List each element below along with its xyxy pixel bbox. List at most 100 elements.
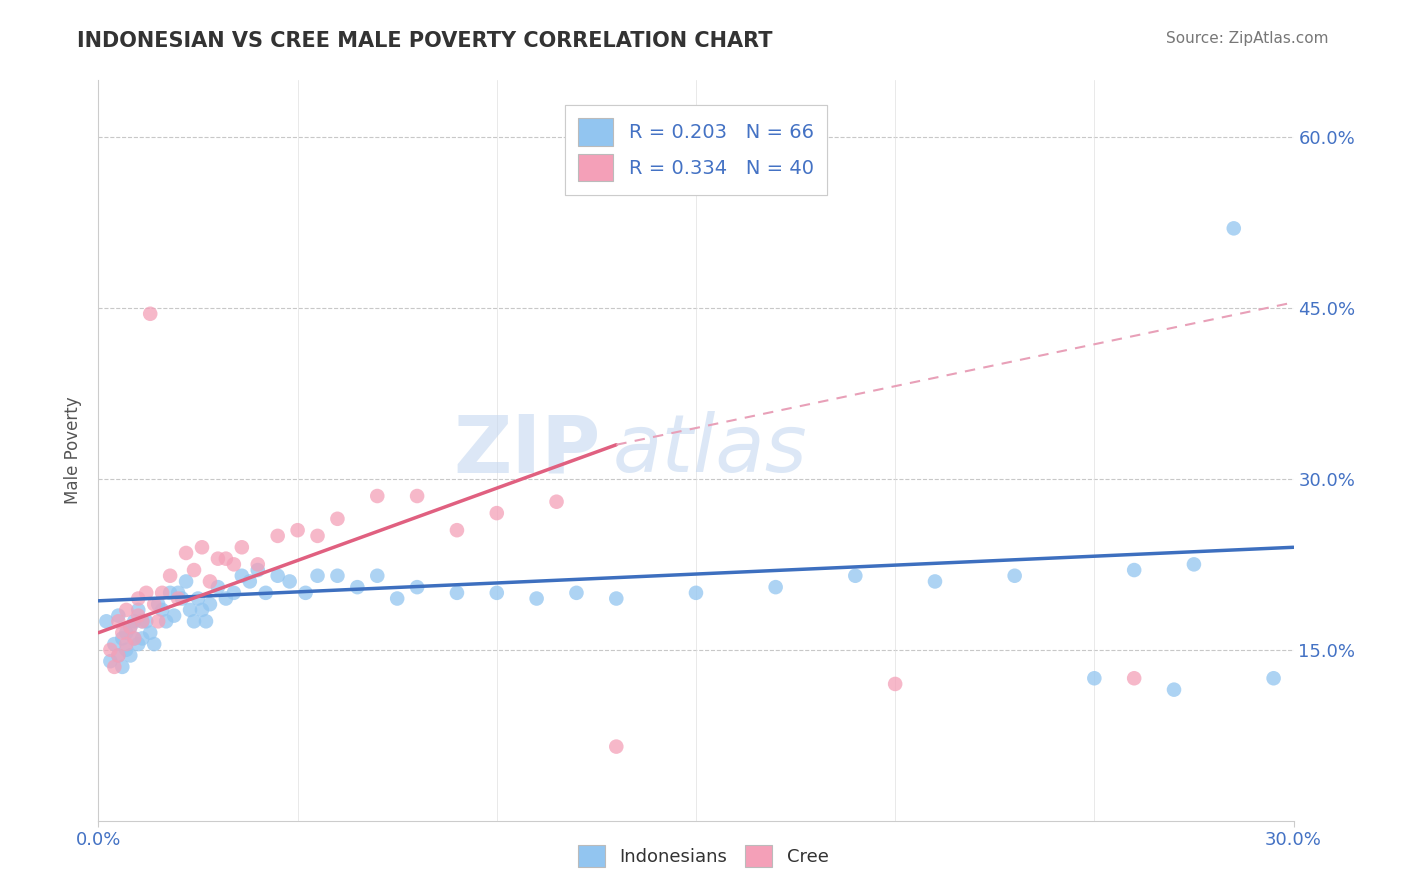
Point [191, 603, 214, 617]
Legend: R = 0.203   N = 66, R = 0.334   N = 40: R = 0.203 N = 66, R = 0.334 N = 40 [565, 104, 827, 194]
Legend: Indonesians, Cree: Indonesians, Cree [571, 838, 835, 874]
Point [924, 574, 946, 589]
Point [326, 512, 349, 526]
Point [605, 739, 627, 754]
Point [111, 632, 134, 646]
Point [107, 648, 129, 663]
Point [198, 574, 221, 589]
Point [115, 625, 138, 640]
Point [96, 615, 118, 629]
Point [131, 615, 153, 629]
Point [222, 586, 245, 600]
Point [159, 586, 181, 600]
Text: INDONESIAN VS CREE MALE POVERTY CORRELATION CHART: INDONESIAN VS CREE MALE POVERTY CORRELAT… [77, 31, 773, 51]
Point [103, 637, 125, 651]
Point [127, 591, 149, 606]
Point [183, 615, 205, 629]
Text: ZIP: ZIP [453, 411, 600, 490]
Point [267, 529, 290, 543]
Point [239, 574, 262, 589]
Point [278, 574, 301, 589]
Point [485, 586, 508, 600]
Point [287, 523, 309, 537]
Point [254, 586, 277, 600]
Point [111, 660, 134, 674]
Point [135, 615, 157, 629]
Point [143, 597, 166, 611]
Point [174, 546, 197, 560]
Point [844, 568, 866, 582]
Point [1004, 568, 1026, 582]
Point [187, 591, 209, 606]
Point [231, 568, 253, 582]
Point [307, 529, 329, 543]
Point [198, 597, 221, 611]
Point [98, 654, 122, 668]
Point [127, 603, 149, 617]
Point [115, 642, 138, 657]
Point [150, 603, 173, 617]
Point [326, 568, 349, 582]
Point [366, 568, 388, 582]
Point [546, 494, 568, 508]
Point [406, 580, 429, 594]
Point [246, 558, 269, 572]
Point [155, 615, 177, 629]
Point [366, 489, 388, 503]
Point [120, 620, 142, 634]
Point [103, 660, 125, 674]
Point [150, 586, 173, 600]
Point [267, 568, 290, 582]
Point [565, 586, 588, 600]
Point [446, 523, 468, 537]
Point [884, 677, 907, 691]
Point [124, 632, 146, 646]
Point [115, 637, 138, 651]
Point [139, 625, 162, 640]
Point [207, 580, 229, 594]
Point [685, 586, 707, 600]
Point [131, 632, 153, 646]
Point [98, 642, 122, 657]
Point [148, 597, 170, 611]
Point [385, 591, 409, 606]
Point [159, 568, 181, 582]
Text: Source: ZipAtlas.com: Source: ZipAtlas.com [1166, 31, 1329, 46]
Point [294, 586, 316, 600]
Point [120, 620, 142, 634]
Point [231, 541, 253, 555]
Point [163, 608, 186, 623]
Point [406, 489, 429, 503]
Point [207, 551, 229, 566]
Point [148, 615, 170, 629]
Point [111, 625, 134, 640]
Point [107, 648, 129, 663]
Point [107, 615, 129, 629]
Point [124, 632, 146, 646]
Point [1123, 671, 1146, 685]
Point [124, 615, 146, 629]
Point [131, 615, 153, 629]
Y-axis label: Male Poverty: Male Poverty [65, 397, 83, 504]
Point [1083, 671, 1105, 685]
Point [172, 591, 194, 606]
Point [1123, 563, 1146, 577]
Point [1223, 221, 1246, 235]
Point [215, 591, 238, 606]
Point [174, 574, 197, 589]
Point [346, 580, 368, 594]
Point [215, 551, 238, 566]
Point [135, 586, 157, 600]
Point [485, 506, 508, 520]
Point [1163, 682, 1185, 697]
Point [446, 586, 468, 600]
Point [115, 603, 138, 617]
Point [307, 568, 329, 582]
Point [120, 648, 142, 663]
Point [143, 637, 166, 651]
Point [127, 608, 149, 623]
Point [107, 608, 129, 623]
Point [1263, 671, 1285, 685]
Point [765, 580, 787, 594]
Point [526, 591, 548, 606]
